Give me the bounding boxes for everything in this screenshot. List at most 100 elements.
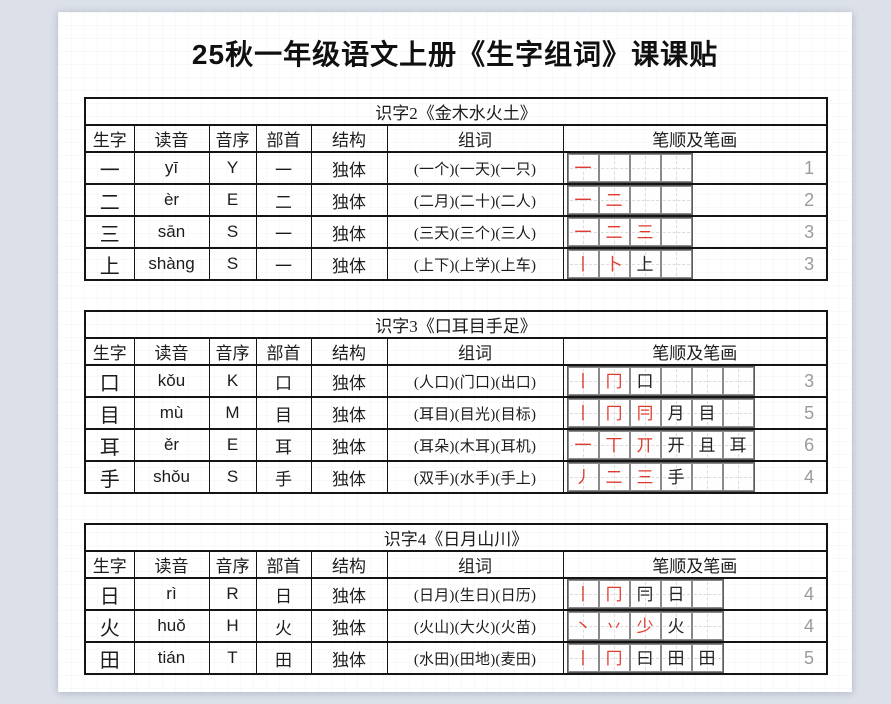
pinyin-cell: shàng: [133, 247, 210, 281]
stroke-cell: 一丅丌开且耳 6: [562, 428, 828, 462]
stroke-cell: 一二三 3: [562, 215, 828, 249]
initial-cell: S: [208, 460, 257, 494]
stroke-count: 5: [804, 647, 815, 668]
radical-cell: 口: [255, 364, 312, 398]
radical-cell: 一: [255, 151, 312, 185]
stroke-box: 丨: [567, 399, 599, 427]
stroke-glyph: 三: [636, 222, 654, 242]
stroke-box: 二: [598, 463, 630, 491]
stroke-glyph: 且: [698, 435, 716, 455]
column-header-cell: 音序: [208, 124, 257, 153]
structure-cell: 独体: [310, 460, 388, 494]
words-cell: (二月)(二十)(二人): [386, 183, 564, 217]
stroke-glyph: 卜: [605, 254, 623, 274]
char-cell: 耳: [84, 428, 135, 462]
stroke-box: [660, 218, 692, 246]
stroke-box: 一: [567, 218, 599, 246]
initial-cell: H: [208, 609, 257, 643]
pinyin-cell: sān: [133, 215, 210, 249]
stroke-glyph: 冃: [636, 403, 654, 423]
char-cell: 口: [84, 364, 135, 398]
stroke-glyph: 丨: [574, 254, 592, 274]
stroke-grid: 一二三: [566, 217, 693, 247]
column-header-cell: 组词: [386, 550, 564, 579]
stroke-glyph: 一: [574, 435, 592, 455]
stroke-box: [660, 250, 692, 278]
radical-cell: 一: [255, 247, 312, 281]
stroke-box: 冂: [598, 580, 630, 608]
stroke-wrap: 丨冂口 3: [564, 366, 826, 396]
radical-cell: 手: [255, 460, 312, 494]
words-cell: (火山)(大火)(火苗): [386, 609, 564, 643]
stroke-glyph: 丿: [574, 467, 592, 487]
words-cell: (三天)(三个)(三人): [386, 215, 564, 249]
char-cell: 上: [84, 247, 135, 281]
stroke-box: [629, 186, 661, 214]
character-row: 口 kǒu K 口独体 (人口)(门口)(出口) 丨冂口 3: [84, 364, 828, 398]
stroke-glyph: 三: [636, 467, 654, 487]
stroke-count: 4: [804, 615, 815, 636]
column-header-cell: 部首: [255, 337, 312, 366]
pinyin-cell: yī: [133, 151, 210, 185]
stroke-glyph: 上: [636, 254, 654, 274]
column-header-cell: 生字: [84, 550, 135, 579]
stroke-count: 4: [804, 466, 815, 487]
pinyin-cell: rì: [133, 577, 210, 611]
column-header-cell: 读音: [133, 337, 210, 366]
stroke-wrap: 一丅丌开且耳 6: [564, 430, 826, 460]
stroke-box: 二: [598, 218, 630, 246]
stroke-box: [691, 367, 723, 395]
stroke-box: [722, 367, 754, 395]
char-cell: 日: [84, 577, 135, 611]
stroke-glyph: 冂: [605, 371, 623, 391]
stroke-cell: 丶丷少火 4: [562, 609, 828, 643]
stroke-glyph: 一: [574, 158, 592, 178]
words-cell: (水田)(田地)(麦田): [386, 641, 564, 675]
stroke-box: 开: [660, 431, 692, 459]
stroke-glyph: 少: [636, 616, 654, 636]
stroke-wrap: 一二三 3: [564, 217, 826, 247]
stroke-glyph: 火: [667, 616, 685, 636]
stroke-box: [660, 154, 692, 182]
stroke-glyph: 丌: [636, 435, 654, 455]
column-header-row: 生字 读音 音序 部首 结构 组词 笔顺及笔画: [84, 550, 828, 579]
stroke-box: 丌: [629, 431, 661, 459]
column-header-cell: 笔顺及笔画: [562, 124, 828, 153]
lesson-title-cell: 识字2《金木水火土》: [84, 97, 828, 126]
column-header-cell: 生字: [84, 337, 135, 366]
stroke-count: 6: [804, 434, 815, 455]
initial-cell: R: [208, 577, 257, 611]
column-header-cell: 笔顺及笔画: [562, 550, 828, 579]
stroke-box: [722, 463, 754, 491]
char-cell: 手: [84, 460, 135, 494]
stroke-glyph: 丨: [574, 648, 592, 668]
initial-cell: S: [208, 215, 257, 249]
character-row: 三 sān S 一独体 (三天)(三个)(三人) 一二三 3: [84, 215, 828, 249]
words-cell: (一个)(一天)(一只): [386, 151, 564, 185]
radical-cell: 耳: [255, 428, 312, 462]
pinyin-cell: kǒu: [133, 364, 210, 398]
structure-cell: 独体: [310, 151, 388, 185]
stroke-count: 3: [804, 221, 815, 242]
column-header-cell: 部首: [255, 550, 312, 579]
stroke-count: 4: [804, 583, 815, 604]
stroke-cell: 丨卜上 3: [562, 247, 828, 281]
words-cell: (上下)(上学)(上车): [386, 247, 564, 281]
stroke-box: [598, 154, 630, 182]
stroke-glyph: 冂: [605, 403, 623, 423]
stroke-box: 冃: [629, 580, 661, 608]
character-row: 手 shǒu S 手独体 (双手)(水手)(手上) 丿二三手 4: [84, 460, 828, 494]
structure-cell: 独体: [310, 396, 388, 430]
char-cell: 火: [84, 609, 135, 643]
stroke-box: 丿: [567, 463, 599, 491]
stroke-glyph: 一: [574, 222, 592, 242]
stroke-glyph: 丷: [605, 616, 623, 636]
words-cell: (耳目)(目光)(目标): [386, 396, 564, 430]
stroke-box: [660, 186, 692, 214]
stroke-glyph: 冂: [605, 648, 623, 668]
stroke-grid: 丨冂冃日: [566, 579, 724, 609]
pinyin-cell: mù: [133, 396, 210, 430]
radical-cell: 田: [255, 641, 312, 675]
lesson-table: 识字2《金木水火土》 生字 读音 音序 部首 结构 组词 笔顺及笔画一 yī Y 一独体 (一个)(一…: [84, 97, 829, 281]
